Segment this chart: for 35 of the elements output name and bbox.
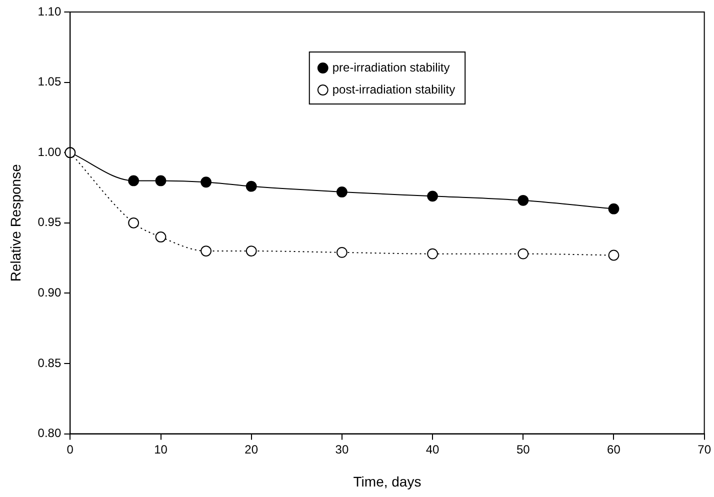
point (200, 246, 212, 256)
x-tick-label: 20 (244, 442, 258, 456)
y-axis-title: Relative Response (7, 164, 24, 282)
x-tick-label: 40 (426, 442, 440, 456)
y-tick-label: 0.90 (38, 286, 62, 300)
y-tick-label: 0.80 (38, 426, 62, 440)
point (427, 190, 438, 202)
point (128, 175, 140, 186)
x-tick-label: 0 (66, 442, 74, 456)
legend-label: pre-irradiation stability (332, 60, 450, 74)
y-tick-label: 0.85 (38, 356, 62, 370)
y-tick-label: 1.05 (38, 74, 62, 89)
x-tick-label: 30 (335, 442, 349, 456)
point (608, 203, 620, 214)
point (336, 186, 348, 198)
x-axis-title: Time, days (353, 473, 422, 490)
point (200, 176, 212, 188)
point (246, 180, 257, 192)
point (246, 246, 257, 256)
x-tick-label: 70 (698, 442, 712, 456)
point (336, 246, 348, 258)
x-tick-label: 10 (154, 442, 168, 456)
x-tick-label: 50 (516, 442, 530, 456)
point (155, 232, 166, 242)
legend-label: post-irradiation stability (332, 82, 456, 96)
y-tick-label: 0.95 (38, 215, 62, 230)
point (518, 194, 529, 206)
y-tick-label: 1.00 (38, 144, 62, 159)
point (427, 248, 438, 260)
y-tick-label: 1.10 (38, 4, 62, 18)
point (128, 217, 140, 228)
point (155, 175, 166, 186)
x-tick-label: 60 (607, 442, 621, 456)
point (608, 250, 620, 261)
point (518, 248, 529, 260)
